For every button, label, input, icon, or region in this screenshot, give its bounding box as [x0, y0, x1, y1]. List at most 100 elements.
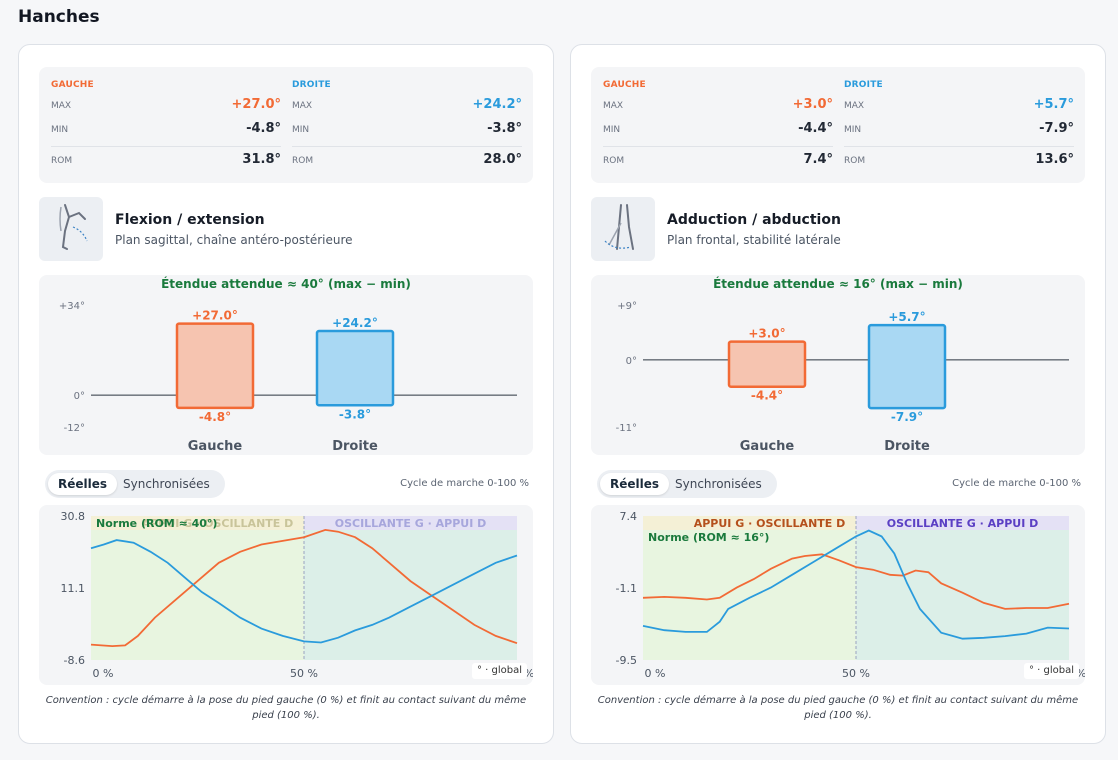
range-bar-gauche [175, 322, 255, 410]
bar-max-label: +3.0° [748, 327, 785, 341]
divider [603, 146, 833, 147]
toggle-real-button[interactable]: Réelles [600, 473, 670, 495]
gait-line-svg: APPUI G · OSCILLANTE D OSCILLANTE G · APP… [61, 510, 534, 680]
rom-value: 13.6° [1035, 152, 1074, 167]
rom-label: ROM [292, 156, 314, 166]
max-value: +3.0° [792, 97, 833, 112]
stats-right: DROITE MAX +24.2° MIN -3.8° ROM 28.0° [292, 67, 522, 183]
phase-2-label: OSCILLANTE G · APPUI D [887, 517, 1039, 530]
max-label: MAX [844, 101, 865, 111]
side-label-right: DROITE [292, 80, 331, 90]
range-tick-label: 0° [74, 391, 85, 402]
stats-left: GAUCHE MAX +3.0° MIN -4.4° ROM 7.4° [603, 67, 833, 183]
toggle-real-button[interactable]: Réelles [48, 473, 118, 495]
unit-legend-badge: ° · global [471, 663, 527, 679]
range-bar-droite [315, 329, 395, 407]
phase-1-band [643, 516, 856, 660]
min-value: -4.8° [246, 121, 281, 136]
convention-note: Convention : cycle démarre à la pose du … [597, 695, 1079, 721]
side-label-left: GAUCHE [603, 80, 646, 90]
min-label: MIN [603, 125, 621, 135]
phase-2-band [304, 516, 517, 660]
x-tick-label: 0 % [93, 667, 114, 680]
movement-title: Adduction / abduction [667, 212, 841, 228]
movement-subtitle: Plan frontal, stabilité latérale [667, 233, 841, 247]
toggle-sync-button[interactable]: Synchronisées [123, 477, 210, 491]
y-tick-label: 7.4 [620, 510, 638, 523]
bar-min-label: -7.9° [891, 410, 923, 424]
bar-category-label: Gauche [740, 439, 795, 454]
hip-abduction-icon [591, 197, 655, 261]
toggle-sync-button[interactable]: Synchronisées [675, 477, 762, 491]
range-tick-label: +9° [617, 301, 637, 312]
range-tick-label: -11° [616, 423, 637, 434]
bar-min-label: -4.8° [199, 410, 231, 424]
bar-category-label: Droite [332, 439, 378, 454]
hip-flexion-card: GAUCHE MAX +27.0° MIN -4.8° ROM 31.8° DR… [18, 44, 554, 744]
range-chart-title: Étendue attendue ≈ 40° (max − min) [161, 277, 411, 291]
bar-category-label: Droite [884, 439, 930, 454]
hip-flexion-icon [39, 197, 103, 261]
view-toggle[interactable]: Réelles Synchronisées [597, 470, 777, 498]
range-chart: +34° 0° -12° +27.0° -4.8° Gauche +24.2° -3.8° Dr… [39, 275, 533, 455]
max-label: MAX [603, 101, 624, 111]
series-line-left [90, 528, 518, 648]
min-label: MIN [51, 125, 69, 135]
phase-1-header [643, 516, 856, 530]
max-value: +5.7° [1033, 97, 1074, 112]
min-label: MIN [844, 125, 862, 135]
stats-left: GAUCHE MAX +27.0° MIN -4.8° ROM 31.8° [51, 67, 281, 183]
phase-2-label: OSCILLANTE G · APPUI D [335, 517, 487, 530]
cycle-label: Cycle de marche 0-100 % [952, 478, 1081, 489]
convention-note: Convention : cycle démarre à la pose du … [45, 695, 527, 721]
min-value: -3.8° [487, 121, 522, 136]
range-chart-title: Étendue attendue ≈ 16° (max − min) [713, 277, 963, 291]
y-tick-label: -8.6 [64, 654, 85, 667]
phase-2-header [304, 516, 517, 530]
bar-max-label: +27.0° [192, 309, 238, 323]
min-label: MIN [292, 125, 310, 135]
bar-min-label: -3.8° [339, 407, 371, 421]
min-value: -4.4° [798, 121, 833, 136]
range-tick-label: -12° [64, 423, 85, 434]
max-label: MAX [292, 101, 313, 111]
bar-max-label: +5.7° [888, 310, 925, 324]
rom-label: ROM [844, 156, 866, 166]
y-tick-label: -9.5 [616, 654, 637, 667]
cycle-label: Cycle de marche 0-100 % [400, 478, 529, 489]
hip-abduction-card: GAUCHE MAX +3.0° MIN -4.4° ROM 7.4° DROI… [570, 44, 1106, 744]
side-label-right: DROITE [844, 80, 883, 90]
side-label-left: GAUCHE [51, 80, 94, 90]
rom-value: 7.4° [803, 152, 833, 167]
range-chart-svg: +9° 0° -11° +3.0° -4.4° Gauche +5.7° -7.9° Droit… [616, 301, 1069, 454]
movement-subtitle: Plan sagittal, chaîne antéro-postérieure [115, 233, 353, 247]
max-value: +24.2° [472, 97, 522, 112]
unit-legend-badge: ° · global [1023, 663, 1079, 679]
gait-line-chart: APPUI G · OSCILLANTE D OSCILLANTE G · APP… [591, 505, 1085, 685]
phase-2-header [856, 516, 1069, 530]
gait-line-chart: APPUI G · OSCILLANTE D OSCILLANTE G · APP… [39, 505, 533, 685]
range-chart-svg: +34° 0° -12° +27.0° -4.8° Gauche +24.2° -3.8° Dr… [59, 301, 517, 454]
bar-min-label: -4.4° [751, 389, 783, 403]
stats-right: DROITE MAX +5.7° MIN -7.9° ROM 13.6° [844, 67, 1074, 183]
x-tick-label: 50 % [842, 667, 870, 680]
rom-label: ROM [51, 156, 73, 166]
x-tick-label: 0 % [645, 667, 666, 680]
y-tick-label: 11.1 [61, 582, 86, 595]
range-chart: +9° 0° -11° +3.0° -4.4° Gauche +5.7° -7.9° Droit… [591, 275, 1085, 455]
divider [51, 146, 281, 147]
series-line-right [90, 539, 518, 644]
y-tick-label: -1.1 [616, 582, 637, 595]
max-value: +27.0° [231, 97, 281, 112]
view-toggle[interactable]: Réelles Synchronisées [45, 470, 225, 498]
series-line-left [642, 553, 1070, 610]
x-tick-label: 50 % [290, 667, 318, 680]
phase-1-header [91, 516, 304, 530]
phase-2-band [856, 516, 1069, 660]
movement-header: Adduction / abduction Plan frontal, stab… [591, 197, 1085, 261]
norm-label: Norme (ROM ≈ 16°) [648, 531, 769, 544]
range-tick-label: 0° [626, 356, 637, 367]
y-tick-label: 30.8 [61, 510, 86, 523]
phase-1-label: APPUI G · OSCILLANTE D [694, 517, 846, 530]
norm-label: Norme (ROM ≈ 40°) [96, 517, 217, 530]
